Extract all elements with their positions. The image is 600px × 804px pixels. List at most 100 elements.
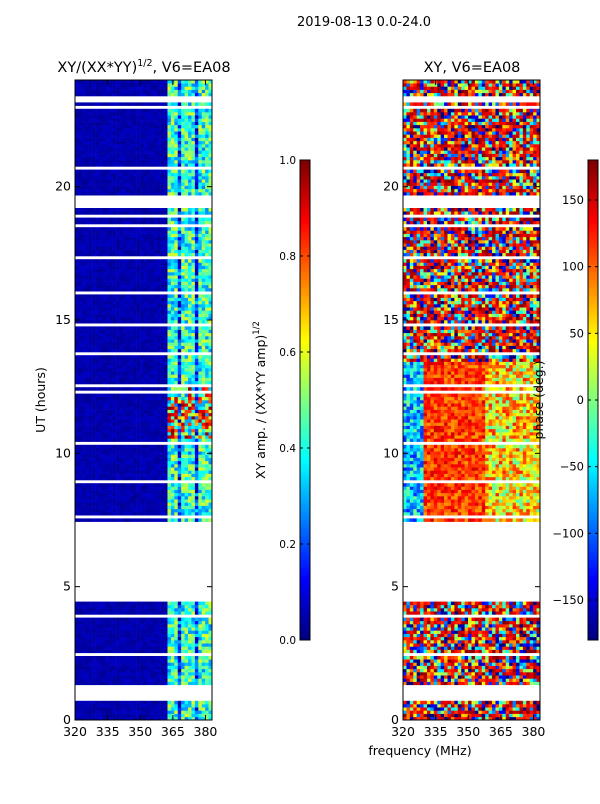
amp-cell [81,377,86,382]
amp-cell [88,371,93,375]
amp-cell [143,297,148,302]
amp-cell [184,678,189,682]
amp-cell [112,272,117,276]
amp-cell [122,227,127,231]
amp-cell [146,428,151,433]
amp-cell [85,371,89,375]
amp-cell [109,268,113,273]
amp-cell [170,710,175,714]
amp-cell [105,438,110,442]
amp-cell [122,435,127,439]
amp-cell [81,329,86,334]
amp-cell [105,185,110,190]
amp-cell [140,172,144,177]
amp-cell [205,297,209,302]
amp-cell [105,608,110,612]
amp-cell [191,624,196,628]
amp-cell [208,380,213,385]
amp-cell [88,380,93,385]
amp-cell [126,716,131,721]
amp-cell [85,627,89,631]
amp-cell [150,342,155,346]
amp-cell [116,617,120,622]
amp-cell [95,518,100,522]
amp-cell [95,419,100,423]
amp-cell [116,681,120,686]
amp-cell [102,460,107,465]
amp-cell [112,422,117,426]
amp-cell [136,710,141,714]
amp-cell [205,329,209,334]
amp-cell [167,220,172,225]
amp-cell [126,428,131,433]
amp-cell [95,678,100,682]
amp-cell [78,483,83,487]
amp-cell [140,502,144,506]
amp-cell [119,227,124,231]
amp-cell [181,249,185,254]
amp-cell [170,240,175,244]
amp-cell [109,675,113,679]
amp-cell [146,665,151,670]
amp-cell [129,278,134,282]
amp-cell [188,473,192,478]
amp-cell [129,403,134,407]
amp-cell [126,675,131,679]
amp-cell [198,617,203,622]
amp-cell [92,704,96,708]
amp-cell [75,460,79,465]
amp-cell [75,611,79,615]
amp-cell [109,192,113,196]
amp-cell [81,272,86,276]
amp-cell [109,272,113,276]
amp-cell [102,211,107,215]
amp-cell [102,326,107,330]
amp-cell [126,185,131,190]
amp-cell [126,422,131,426]
amp-cell [129,393,134,398]
amp-cell [116,233,120,238]
amp-cell [177,380,182,385]
amp-cell [201,192,206,196]
amp-cell [177,169,182,174]
amp-cell [75,409,79,414]
amp-cell [95,268,100,273]
amp-cell [81,624,86,628]
amp-cell [109,332,113,337]
amp-cell [157,435,161,439]
amp-cell [112,320,117,324]
amp-cell [201,368,206,372]
amp-cell [95,454,100,458]
amp-cell [153,361,158,366]
amp-cell [133,400,137,404]
amp-cell [157,342,161,346]
amp-cell [181,675,185,679]
amp-cell [105,211,110,215]
amp-cell [188,259,192,263]
amp-cell [102,188,107,193]
amp-cell [167,412,172,417]
amp-cell [78,601,83,606]
amp-cell [167,681,172,686]
amp-cell [102,307,107,311]
amp-cell [146,211,151,215]
amp-cell [126,307,131,311]
amp-cell [188,236,192,241]
amp-cell [164,278,168,282]
amp-cell [119,432,124,436]
amp-cell [167,176,172,180]
amp-cell [75,633,79,638]
amp-cell [194,288,199,292]
amp-cell [184,284,189,289]
amp-cell [167,476,172,481]
amp-cell [75,624,79,628]
amp-cell [119,656,124,660]
amp-cell [78,624,83,628]
amp-cell [75,310,79,314]
amp-cell [143,374,148,378]
amp-cell [119,297,124,302]
amp-cell [201,246,206,250]
amp-cell [122,470,127,474]
amp-cell [164,406,168,410]
amp-cell [198,336,203,340]
